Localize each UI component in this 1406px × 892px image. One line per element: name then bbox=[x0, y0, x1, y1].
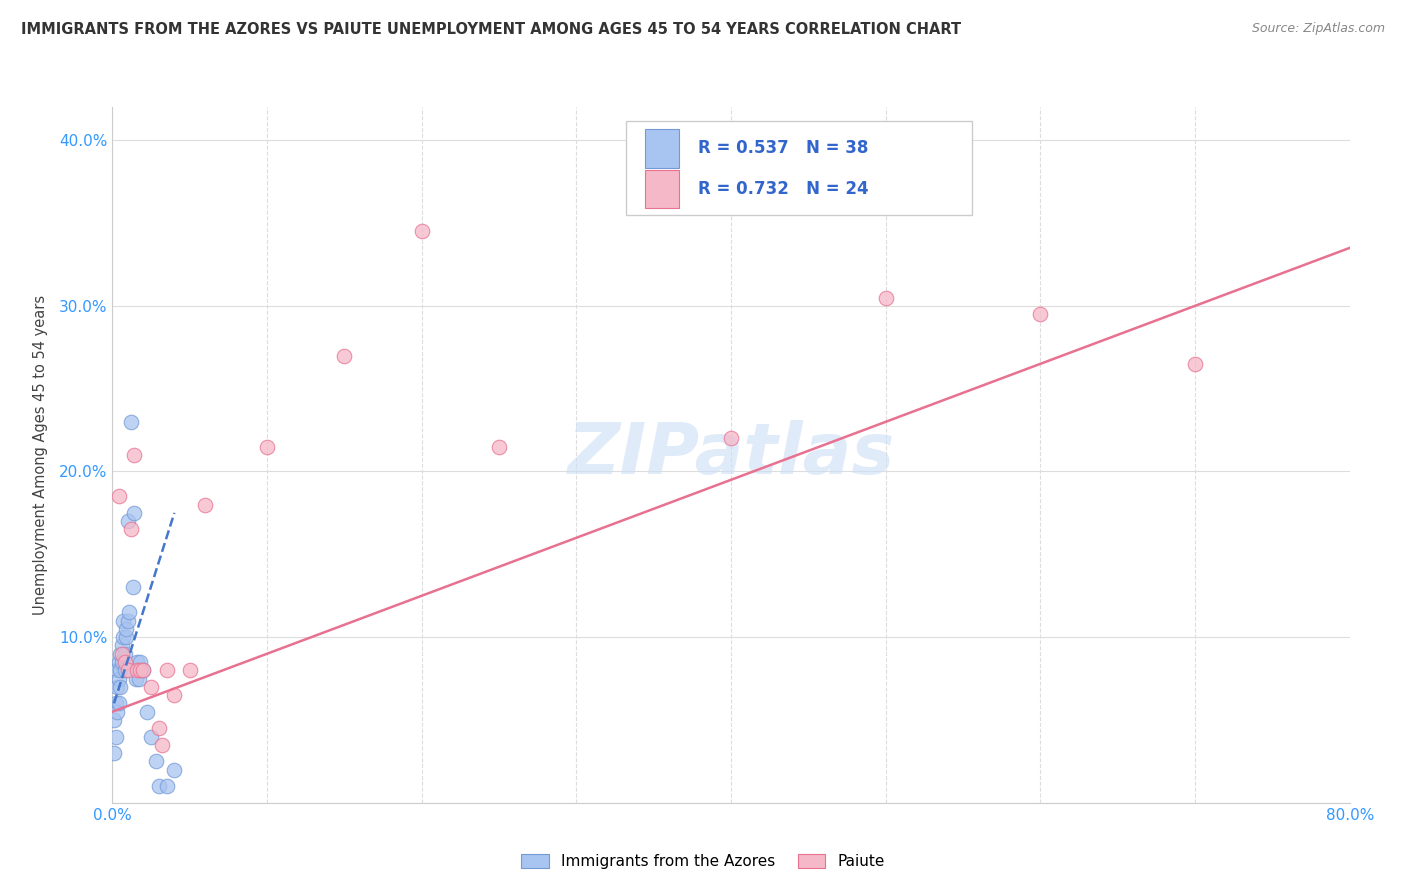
Point bbox=[129, 663, 152, 677]
Point bbox=[128, 672, 150, 686]
Point bbox=[163, 763, 186, 777]
Point bbox=[121, 581, 143, 595]
Point bbox=[720, 431, 742, 445]
Point bbox=[114, 647, 136, 661]
Point bbox=[148, 721, 170, 735]
Point bbox=[111, 647, 134, 661]
Point bbox=[1029, 307, 1052, 321]
Point bbox=[179, 663, 201, 677]
Point bbox=[110, 647, 132, 661]
Point bbox=[114, 655, 136, 669]
Point bbox=[115, 630, 138, 644]
Point bbox=[107, 697, 129, 711]
Point bbox=[488, 440, 510, 454]
Point bbox=[107, 489, 129, 503]
Point bbox=[111, 655, 134, 669]
Point bbox=[411, 224, 433, 238]
Text: R = 0.732   N = 24: R = 0.732 N = 24 bbox=[697, 180, 869, 198]
Point bbox=[141, 680, 163, 694]
Point bbox=[120, 523, 142, 537]
Point bbox=[107, 655, 129, 669]
Point bbox=[194, 498, 217, 512]
Point bbox=[155, 663, 177, 677]
Text: ZIPatlas: ZIPatlas bbox=[568, 420, 894, 490]
Point bbox=[256, 440, 278, 454]
Point bbox=[163, 688, 186, 702]
Point bbox=[112, 630, 135, 644]
Point bbox=[111, 639, 134, 653]
Text: Source: ZipAtlas.com: Source: ZipAtlas.com bbox=[1251, 22, 1385, 36]
FancyBboxPatch shape bbox=[626, 121, 973, 215]
Point bbox=[115, 622, 138, 636]
Point bbox=[135, 705, 157, 719]
Text: IMMIGRANTS FROM THE AZORES VS PAIUTE UNEMPLOYMENT AMONG AGES 45 TO 54 YEARS CORR: IMMIGRANTS FROM THE AZORES VS PAIUTE UNE… bbox=[21, 22, 962, 37]
Point bbox=[120, 415, 142, 429]
Point bbox=[132, 663, 155, 677]
Point bbox=[105, 663, 128, 677]
Point bbox=[110, 663, 132, 677]
Point bbox=[103, 746, 125, 760]
Point bbox=[122, 506, 145, 520]
Point bbox=[333, 349, 356, 363]
Point bbox=[127, 655, 149, 669]
Point bbox=[114, 663, 136, 677]
Point bbox=[122, 448, 145, 462]
Point bbox=[132, 663, 155, 677]
Y-axis label: Unemployment Among Ages 45 to 54 years: Unemployment Among Ages 45 to 54 years bbox=[32, 295, 48, 615]
Point bbox=[148, 779, 170, 793]
Point bbox=[104, 730, 127, 744]
Point bbox=[141, 730, 163, 744]
Point bbox=[117, 663, 139, 677]
Point bbox=[129, 655, 152, 669]
Point bbox=[117, 614, 139, 628]
Point bbox=[105, 705, 128, 719]
Point bbox=[107, 672, 129, 686]
Text: R = 0.537   N = 38: R = 0.537 N = 38 bbox=[697, 139, 868, 157]
Point bbox=[118, 605, 141, 619]
Point bbox=[155, 779, 177, 793]
Point bbox=[150, 738, 173, 752]
Point bbox=[145, 755, 167, 769]
Point bbox=[124, 672, 148, 686]
Point bbox=[127, 663, 149, 677]
Point bbox=[104, 697, 127, 711]
Bar bbox=[644, 169, 679, 208]
Point bbox=[875, 291, 897, 305]
Legend: Immigrants from the Azores, Paiute: Immigrants from the Azores, Paiute bbox=[515, 848, 891, 875]
Point bbox=[112, 614, 135, 628]
Point bbox=[110, 680, 132, 694]
Point bbox=[117, 514, 139, 528]
Point bbox=[1184, 357, 1206, 371]
Point bbox=[103, 713, 125, 727]
Bar bbox=[644, 129, 679, 168]
Point bbox=[105, 680, 128, 694]
